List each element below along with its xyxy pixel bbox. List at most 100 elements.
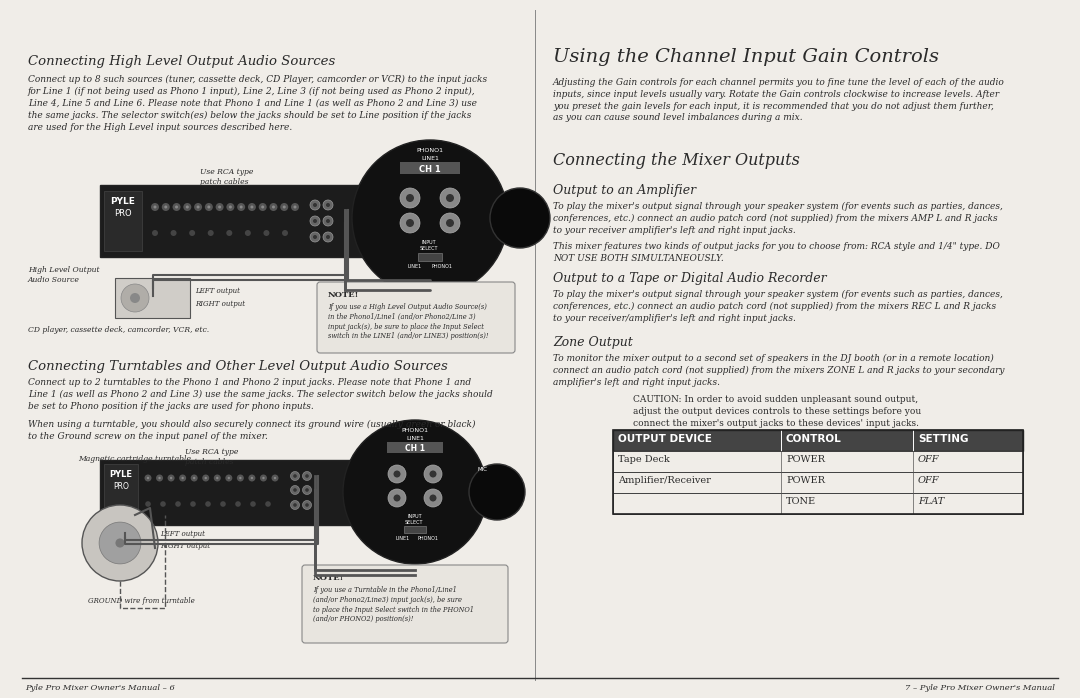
Circle shape xyxy=(186,205,189,209)
Text: Connecting the Mixer Outputs: Connecting the Mixer Outputs xyxy=(553,152,800,169)
Circle shape xyxy=(175,205,178,209)
Text: Amplifier/Receiver: Amplifier/Receiver xyxy=(618,476,711,485)
Circle shape xyxy=(293,488,297,492)
Circle shape xyxy=(197,205,200,209)
Circle shape xyxy=(235,501,241,507)
Circle shape xyxy=(440,213,460,233)
Circle shape xyxy=(171,230,176,236)
Circle shape xyxy=(326,203,330,207)
Text: RIGHT output: RIGHT output xyxy=(195,300,245,308)
Circle shape xyxy=(313,219,318,223)
Circle shape xyxy=(121,284,149,312)
Bar xyxy=(418,253,442,261)
Circle shape xyxy=(205,203,213,211)
Text: LEFT output: LEFT output xyxy=(160,530,205,538)
Bar xyxy=(387,442,443,453)
Circle shape xyxy=(446,194,454,202)
Text: POWER: POWER xyxy=(786,455,825,464)
Circle shape xyxy=(306,474,309,478)
Text: To play the mixer's output signal through your speaker system (for events such a: To play the mixer's output signal throug… xyxy=(553,290,1003,323)
Text: To play the mixer's output signal through your speaker system (for events such a: To play the mixer's output signal throug… xyxy=(553,202,1003,235)
Text: Connecting Turntables and Other Level Output Audio Sources: Connecting Turntables and Other Level Ou… xyxy=(28,360,448,373)
Circle shape xyxy=(248,203,256,211)
Circle shape xyxy=(202,475,210,482)
Circle shape xyxy=(216,477,218,480)
Circle shape xyxy=(251,205,254,209)
Text: Magnetic cartridge turntable: Magnetic cartridge turntable xyxy=(78,455,191,463)
Circle shape xyxy=(274,477,276,480)
FancyBboxPatch shape xyxy=(302,565,508,643)
Circle shape xyxy=(400,188,420,208)
Text: POWER: POWER xyxy=(786,476,825,485)
Bar xyxy=(114,278,190,318)
Text: MIC: MIC xyxy=(477,467,487,472)
Bar xyxy=(613,430,1023,451)
Text: PHONO1: PHONO1 xyxy=(417,148,444,153)
Circle shape xyxy=(352,140,508,296)
Text: SETTING: SETTING xyxy=(918,434,969,444)
Circle shape xyxy=(147,477,149,480)
Circle shape xyxy=(291,203,299,211)
Text: PHONO1: PHONO1 xyxy=(432,264,453,269)
Circle shape xyxy=(190,501,195,507)
Circle shape xyxy=(228,477,230,480)
Circle shape xyxy=(400,213,420,233)
Circle shape xyxy=(406,194,414,202)
Circle shape xyxy=(130,293,140,303)
Circle shape xyxy=(145,475,151,482)
Text: SELECT: SELECT xyxy=(420,246,438,251)
Text: 7 – Pyle Pro Mixer Owner's Manual: 7 – Pyle Pro Mixer Owner's Manual xyxy=(905,684,1055,692)
Text: PRO: PRO xyxy=(114,209,132,218)
Circle shape xyxy=(218,205,221,209)
Text: CH 1: CH 1 xyxy=(419,165,441,174)
Circle shape xyxy=(490,188,550,248)
Bar xyxy=(100,460,355,525)
Circle shape xyxy=(194,203,202,211)
Text: GROUND wire from turntable: GROUND wire from turntable xyxy=(87,597,194,605)
Circle shape xyxy=(302,500,311,510)
Text: Connect up to 8 such sources (tuner, cassette deck, CD Player, camcorder or VCR): Connect up to 8 such sources (tuner, cas… xyxy=(28,75,487,132)
Circle shape xyxy=(310,216,320,226)
Circle shape xyxy=(261,205,265,209)
Text: CD player, cassette deck, camcorder, VCR, etc.: CD player, cassette deck, camcorder, VCR… xyxy=(28,326,210,334)
Circle shape xyxy=(313,235,318,239)
Circle shape xyxy=(446,219,454,227)
Circle shape xyxy=(323,216,333,226)
Circle shape xyxy=(204,477,207,480)
Bar xyxy=(100,185,380,257)
Circle shape xyxy=(151,203,159,211)
Text: LEFT output: LEFT output xyxy=(195,287,240,295)
Text: If you use a Turntable in the Phono1/Line1
(and/or Phono2/Line3) input jack(s), : If you use a Turntable in the Phono1/Lin… xyxy=(313,586,474,623)
Text: LINE1: LINE1 xyxy=(406,436,424,441)
Circle shape xyxy=(145,501,151,507)
Circle shape xyxy=(293,503,297,507)
Circle shape xyxy=(245,230,251,236)
Text: CH 1: CH 1 xyxy=(405,444,426,453)
Text: PRO: PRO xyxy=(113,482,129,491)
Text: RIGHT output: RIGHT output xyxy=(160,542,211,550)
Text: Zone Output: Zone Output xyxy=(553,336,633,349)
Circle shape xyxy=(283,205,286,209)
Circle shape xyxy=(227,203,234,211)
Bar xyxy=(613,451,1023,472)
Circle shape xyxy=(229,205,232,209)
Circle shape xyxy=(302,472,311,480)
Circle shape xyxy=(282,230,288,236)
Circle shape xyxy=(430,494,436,501)
Text: CAUTION: In order to avoid sudden unpleasant sound output,
adjust the output dev: CAUTION: In order to avoid sudden unplea… xyxy=(633,395,921,429)
Circle shape xyxy=(193,477,195,480)
Circle shape xyxy=(393,494,401,501)
Text: Pyle Pro Mixer Owner's Manual – 6: Pyle Pro Mixer Owner's Manual – 6 xyxy=(25,684,175,692)
Circle shape xyxy=(424,465,442,483)
Text: CONTROL: CONTROL xyxy=(786,434,841,444)
Circle shape xyxy=(424,489,442,507)
Circle shape xyxy=(207,230,214,236)
Text: INPUT: INPUT xyxy=(407,514,421,519)
Circle shape xyxy=(291,500,299,510)
Circle shape xyxy=(259,203,267,211)
Circle shape xyxy=(152,230,158,236)
Circle shape xyxy=(272,205,275,209)
Circle shape xyxy=(343,420,487,564)
Circle shape xyxy=(393,470,401,477)
Circle shape xyxy=(323,232,333,242)
